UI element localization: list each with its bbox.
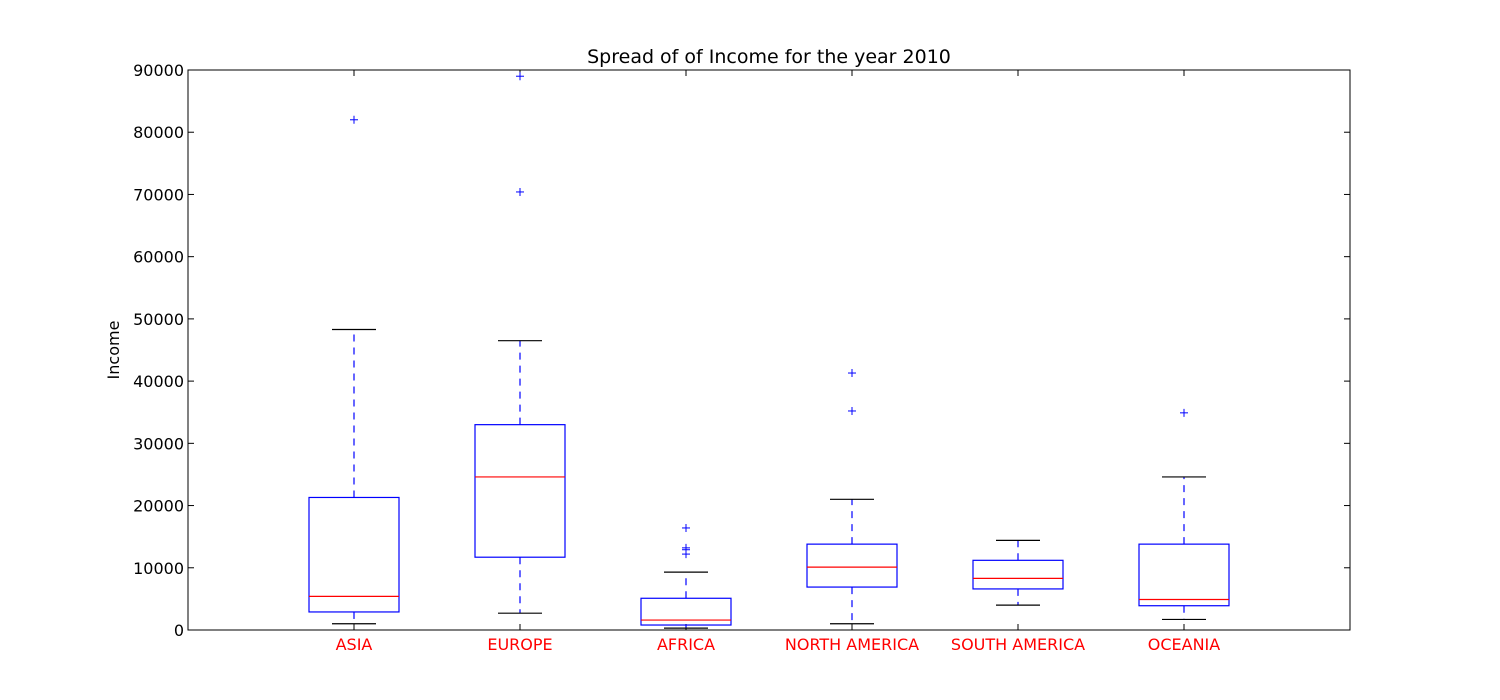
y-axis-label: Income (104, 321, 123, 380)
y-tick-label: 60000 (133, 248, 184, 267)
x-category-label: ASIA (336, 635, 373, 654)
y-tick-label: 0 (174, 621, 184, 640)
x-category-label: EUROPE (487, 635, 552, 654)
x-category-label: SOUTH AMERICA (951, 635, 1085, 654)
iqr-box (1138, 543, 1230, 607)
x-category-label: NORTH AMERICA (785, 635, 919, 654)
box-group-south-america (972, 70, 1064, 630)
flier-point (516, 72, 524, 81)
y-tick-label: 30000 (133, 434, 184, 453)
flier-point (350, 115, 358, 124)
iqr-box (474, 424, 566, 558)
flier-point (1180, 408, 1188, 417)
flier-point (682, 523, 690, 532)
flier-point (682, 543, 690, 552)
y-tick-label: 80000 (133, 123, 184, 142)
x-axis-category-labels: ASIA EUROPE AFRICA NORTH AMERICA SOUTH AMERI… (336, 635, 1221, 654)
plot-area (308, 70, 1230, 630)
x-category-label: AFRICA (657, 635, 715, 654)
y-tick-label: 90000 (133, 61, 184, 80)
box-group-asia (308, 70, 400, 630)
iqr-box (972, 559, 1064, 590)
box-group-africa (640, 70, 732, 630)
y-tick-label: 70000 (133, 185, 184, 204)
y-axis-ticks: 0 10000 20000 30000 40000 50000 60000 70000 8000… (133, 61, 1350, 640)
box-group-north-america (806, 70, 898, 630)
axes-frame (187, 69, 1351, 631)
y-tick-label: 20000 (133, 497, 184, 516)
flier-point (516, 187, 524, 196)
iqr-box (640, 597, 732, 626)
iqr-box (806, 543, 898, 588)
x-category-label: OCEANIA (1148, 635, 1221, 654)
iqr-box (308, 496, 400, 613)
y-tick-label: 10000 (133, 559, 184, 578)
box-group-europe (474, 70, 566, 630)
y-tick-label: 40000 (133, 372, 184, 391)
box-group-oceania (1138, 70, 1230, 630)
y-tick-label: 50000 (133, 310, 184, 329)
flier-point (848, 406, 856, 415)
flier-point (848, 369, 856, 378)
chart-title: Spread of of Income for the year 2010 (587, 46, 951, 68)
